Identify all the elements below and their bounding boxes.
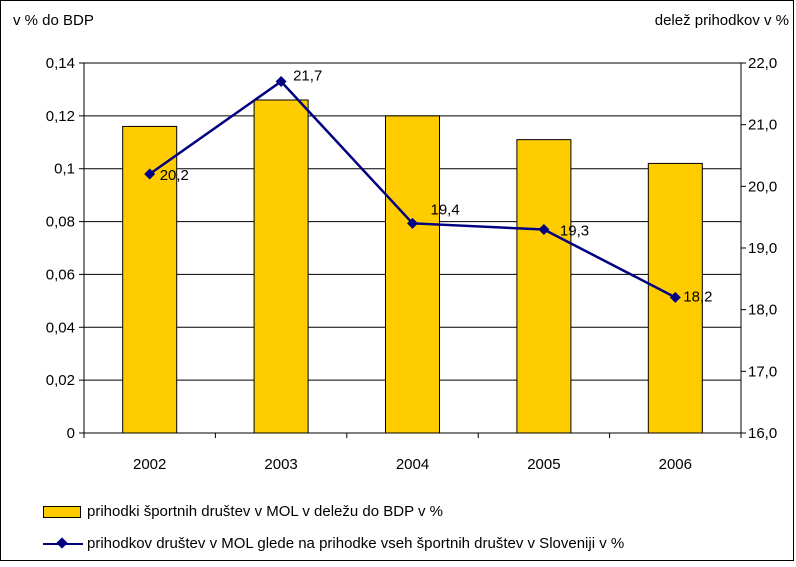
left-tick-label: 0 bbox=[67, 425, 75, 442]
left-tick-label: 0,04 bbox=[46, 319, 75, 336]
x-tick-label: 2002 bbox=[133, 456, 166, 473]
bar bbox=[253, 99, 309, 434]
data-label: 19,4 bbox=[431, 201, 460, 218]
legend-label-bars: prihodki športnih društev v MOL v deležu… bbox=[87, 503, 444, 520]
right-tick-label: 19,0 bbox=[748, 240, 777, 257]
x-tick-label: 2003 bbox=[264, 456, 297, 473]
left-tick-label: 0,02 bbox=[46, 372, 75, 389]
left-tick-label: 0,1 bbox=[54, 161, 75, 178]
legend: prihodki športnih društev v MOL v deležu… bbox=[37, 489, 793, 561]
legend-item-line: prihodkov društev v MOL glede na prihodk… bbox=[43, 535, 624, 552]
line-point bbox=[144, 168, 156, 180]
data-label: 19,3 bbox=[560, 223, 589, 240]
legend-line-swatch bbox=[43, 538, 83, 550]
left-tick-label: 0,14 bbox=[46, 55, 75, 72]
line-point bbox=[407, 217, 418, 229]
bar bbox=[385, 115, 440, 434]
left-axis-title: v % do BDP bbox=[13, 12, 94, 29]
data-label: 18,2 bbox=[683, 288, 712, 305]
x-tick-label: 2006 bbox=[659, 456, 692, 473]
line-point bbox=[538, 224, 550, 235]
right-tick-label: 17,0 bbox=[748, 363, 777, 380]
bar bbox=[516, 139, 572, 434]
right-tick-label: 20,0 bbox=[748, 178, 777, 195]
line-point bbox=[669, 291, 681, 303]
right-axis-title: delež prihodkov v % bbox=[655, 12, 789, 29]
data-label: 21,7 bbox=[293, 68, 322, 85]
right-tick-label: 16,0 bbox=[748, 425, 777, 442]
right-tick-label: 18,0 bbox=[748, 302, 777, 319]
left-tick-label: 0,06 bbox=[46, 266, 75, 283]
line-point bbox=[275, 76, 287, 87]
legend-item-bars: prihodki športnih društev v MOL v deležu… bbox=[43, 503, 443, 520]
data-label: 20,2 bbox=[160, 167, 189, 184]
plot-area: 0 0,02 0,04 0,06 0,08 0,1 0,12 0,14 16,0 17,0 18,0… bbox=[46, 55, 777, 473]
left-tick-label: 0,08 bbox=[46, 214, 75, 231]
right-tick-label: 21,0 bbox=[748, 117, 777, 134]
right-tick-label: 22,0 bbox=[748, 55, 777, 72]
x-tick-label: 2004 bbox=[396, 456, 429, 473]
left-tick-label: 0,12 bbox=[46, 108, 75, 125]
legend-label-line: prihodkov društev v MOL glede na prihodk… bbox=[87, 535, 625, 552]
legend-bar-swatch bbox=[43, 505, 81, 518]
x-tick-label: 2005 bbox=[527, 456, 560, 473]
